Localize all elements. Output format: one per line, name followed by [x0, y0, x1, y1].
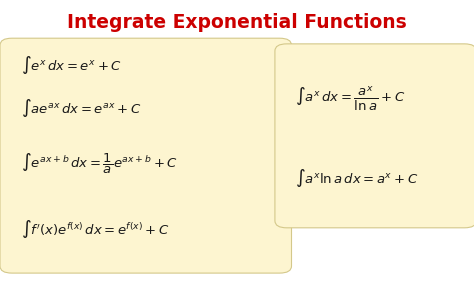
Text: $\int f'(x)e^{f(x)}\,dx = e^{f(x)} + C$: $\int f'(x)e^{f(x)}\,dx = e^{f(x)} + C$: [21, 218, 170, 240]
Text: $\int e^{ax+b}\,dx = \dfrac{1}{a}e^{ax+b} + C$: $\int e^{ax+b}\,dx = \dfrac{1}{a}e^{ax+b…: [21, 152, 178, 176]
FancyBboxPatch shape: [0, 38, 292, 273]
Text: $\int e^x\,dx = e^x + C$: $\int e^x\,dx = e^x + C$: [21, 54, 122, 76]
Text: $\int a^x \ln a\,dx = a^x + C$: $\int a^x \ln a\,dx = a^x + C$: [295, 167, 418, 189]
Text: $\int ae^{ax}\,dx = e^{ax} + C$: $\int ae^{ax}\,dx = e^{ax} + C$: [21, 97, 142, 119]
Text: Integrate Exponential Functions: Integrate Exponential Functions: [67, 13, 407, 32]
Text: $\int a^x\,dx = \dfrac{a^x}{\ln a} + C$: $\int a^x\,dx = \dfrac{a^x}{\ln a} + C$: [295, 85, 405, 113]
FancyBboxPatch shape: [275, 44, 474, 228]
